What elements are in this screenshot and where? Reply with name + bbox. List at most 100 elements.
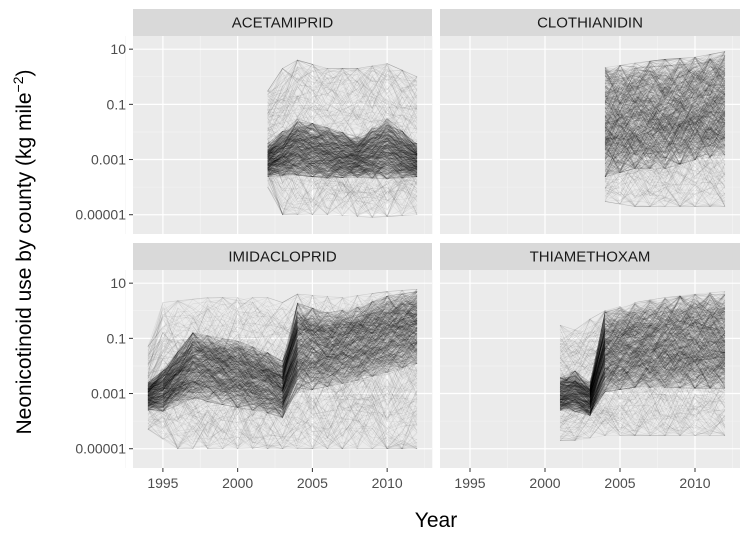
county-series-line — [559, 306, 726, 388]
county-series-line — [604, 106, 726, 144]
county-series-line — [604, 125, 726, 178]
county-series-line — [559, 344, 726, 406]
county-series-line — [147, 313, 418, 397]
county-series-line — [604, 51, 726, 89]
county-series-line — [147, 358, 418, 418]
county-series-line — [559, 335, 726, 408]
county-series-line — [604, 56, 726, 93]
county-series-line — [604, 125, 726, 172]
county-series-line — [267, 168, 418, 218]
county-series-line — [147, 406, 418, 450]
county-series-line — [559, 343, 726, 385]
county-series-line — [147, 372, 418, 423]
county-series-line — [604, 107, 726, 152]
county-series-line — [604, 101, 726, 148]
county-series-line — [147, 369, 418, 421]
county-series-line — [604, 122, 726, 177]
county-series-line — [604, 79, 726, 101]
county-series-line — [604, 101, 726, 159]
county-series-line — [267, 59, 418, 106]
county-series-line — [147, 298, 418, 389]
county-series-line — [147, 331, 418, 402]
county-series-line — [147, 341, 418, 418]
county-series-line — [604, 130, 726, 167]
county-series-line — [147, 337, 418, 397]
county-series-line — [604, 59, 726, 102]
county-series-line — [559, 297, 726, 396]
county-series-line — [559, 336, 726, 410]
county-series-line — [267, 147, 418, 196]
county-series-line — [604, 105, 726, 158]
county-series-line — [604, 124, 726, 156]
county-series-line — [559, 294, 726, 347]
county-series-line — [267, 162, 418, 179]
county-series-line — [559, 360, 726, 415]
county-series-line — [559, 301, 726, 395]
y-tick-label: 0.1 — [107, 96, 127, 112]
county-series-line — [559, 393, 726, 440]
county-series-line — [147, 293, 418, 347]
county-series-line — [147, 323, 418, 398]
county-series-line — [147, 327, 418, 391]
county-series-line — [147, 404, 418, 450]
county-series-line — [147, 307, 418, 388]
county-series-line — [559, 354, 726, 401]
county-series-line — [147, 305, 418, 397]
county-series-line — [147, 302, 418, 393]
x-tick-label: 1995 — [454, 475, 485, 491]
county-series-line — [267, 76, 418, 131]
county-series-line — [559, 305, 726, 395]
county-series-line — [267, 84, 418, 121]
county-series-line — [147, 297, 418, 390]
county-series-line — [267, 131, 418, 157]
county-series-line — [559, 347, 726, 410]
county-series-line — [147, 333, 418, 401]
county-series-line — [267, 125, 418, 161]
county-series-line — [559, 302, 726, 392]
county-series-line — [147, 339, 418, 409]
county-series-line — [267, 149, 418, 168]
county-series-line — [604, 119, 726, 159]
county-series-line — [604, 82, 726, 135]
county-series-line — [267, 130, 418, 155]
county-series-line — [559, 298, 726, 390]
county-series-line — [267, 152, 418, 168]
county-series-line — [559, 295, 726, 348]
county-series-line — [267, 154, 418, 172]
county-series-line — [267, 146, 418, 169]
county-series-line — [147, 301, 418, 387]
county-series-line — [604, 100, 726, 155]
county-series-line — [559, 404, 726, 440]
county-series-line — [267, 63, 418, 110]
county-series-line — [147, 324, 418, 396]
county-series-line — [604, 55, 726, 93]
county-series-line — [267, 122, 418, 148]
county-series-line — [267, 156, 418, 173]
county-series-line — [604, 150, 726, 194]
county-series-line — [147, 413, 418, 450]
county-series-line — [559, 324, 726, 402]
county-series-line — [604, 87, 726, 133]
county-series-line — [267, 161, 418, 205]
county-series-line — [559, 355, 726, 407]
county-series-line — [147, 318, 418, 394]
county-series-line — [267, 63, 418, 95]
county-series-line — [147, 387, 418, 441]
county-series-line — [267, 94, 418, 125]
county-series-line — [147, 326, 418, 395]
county-series-line — [604, 51, 726, 91]
county-series-line — [559, 344, 726, 408]
county-series-line — [267, 138, 418, 163]
county-series-line — [267, 65, 418, 110]
county-series-line — [147, 392, 418, 445]
county-series-line — [267, 176, 418, 218]
county-series-line — [267, 132, 418, 160]
county-series-line — [559, 373, 726, 423]
county-series-line — [267, 139, 418, 166]
county-series-line — [559, 417, 726, 441]
county-series-line — [604, 135, 726, 169]
county-series-line — [147, 334, 418, 409]
county-series-line — [147, 318, 418, 398]
county-series-line — [267, 123, 418, 160]
county-series-line — [604, 56, 726, 103]
